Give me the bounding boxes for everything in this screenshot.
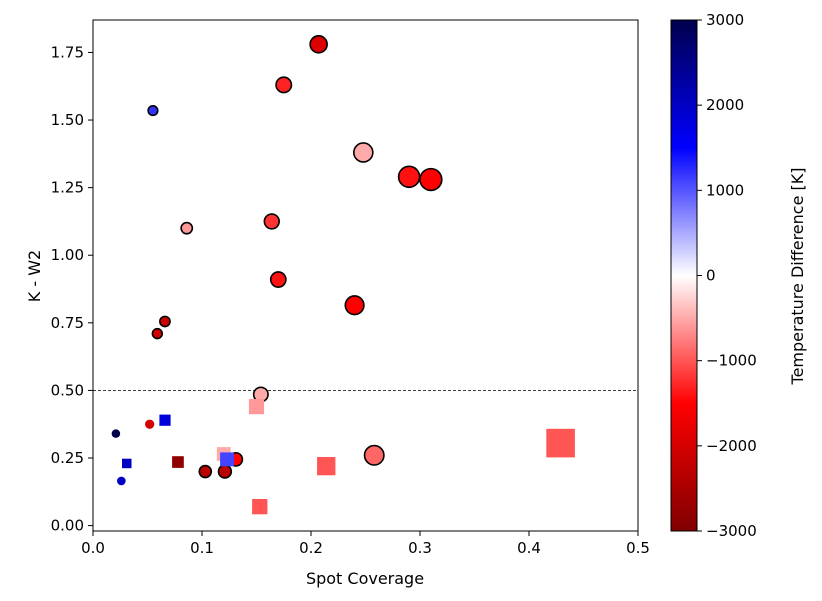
dot-marker (117, 476, 126, 486)
colorbar (670, 19, 698, 532)
x-tick-label: 0.5 (626, 539, 650, 557)
x-tick-label: 0.0 (81, 539, 105, 557)
square-marker (220, 452, 234, 467)
square-marker (172, 456, 184, 468)
square-marker (122, 458, 132, 469)
x-axis: 0.0 0.1 0.2 0.3 0.4 0.5 (81, 531, 650, 557)
colorbar-tick-label: 2000 (706, 96, 744, 114)
square-marker (248, 399, 265, 415)
colorbar-title: Temperature Difference [K] (788, 168, 807, 386)
square-marker (317, 457, 336, 476)
circle-marker (198, 464, 213, 479)
square-marker (252, 499, 268, 515)
y-tick-label: 0.75 (51, 314, 84, 332)
circle-marker (397, 165, 421, 189)
circle-marker (344, 295, 365, 316)
circle-marker (159, 315, 171, 328)
x-tick-label: 0.3 (408, 539, 432, 557)
y-tick-label: 1.00 (51, 246, 84, 264)
circle-marker (309, 35, 328, 54)
colorbar-tick-label: −3000 (706, 522, 757, 540)
x-tick-label: 0.4 (517, 539, 541, 557)
y-tick-label: 1.75 (51, 43, 84, 61)
y-axis-title: K - W2 (25, 250, 44, 302)
colorbar-axis: 3000 2000 1000 0 −1000 −2000 −3000 (697, 11, 757, 540)
circle-marker (217, 464, 233, 479)
data-markers (111, 35, 575, 515)
x-tick-label: 0.1 (190, 539, 214, 557)
y-axis: 0.00 0.25 0.50 0.75 1.00 1.25 1.50 1.75 (51, 43, 93, 535)
circle-marker (419, 167, 443, 192)
x-axis-title: Spot Coverage (306, 569, 424, 588)
circle-marker (269, 271, 287, 288)
y-tick-label: 1.25 (51, 179, 84, 197)
circle-marker (151, 327, 164, 340)
square-marker (159, 414, 171, 426)
y-tick-label: 1.50 (51, 111, 84, 129)
y-tick-label: 0.25 (51, 449, 84, 467)
y-tick-label: 0.00 (51, 517, 84, 535)
x-tick-label: 0.2 (299, 539, 323, 557)
colorbar-tick-label: 3000 (706, 11, 744, 29)
circle-marker (180, 221, 194, 235)
circle-marker (147, 104, 159, 117)
dot-marker (111, 429, 121, 438)
circle-marker (363, 444, 385, 466)
colorbar-tick-label: −2000 (706, 437, 757, 455)
colorbar-tick-label: 0 (706, 267, 716, 285)
colorbar-tick-label: −1000 (706, 352, 757, 370)
dot-marker (145, 419, 155, 429)
y-tick-label: 0.50 (51, 381, 84, 399)
circle-marker (353, 142, 374, 163)
circle-marker (275, 76, 293, 94)
circle-marker (263, 213, 280, 230)
colorbar-tick-label: 1000 (706, 181, 744, 199)
square-marker (546, 428, 575, 458)
